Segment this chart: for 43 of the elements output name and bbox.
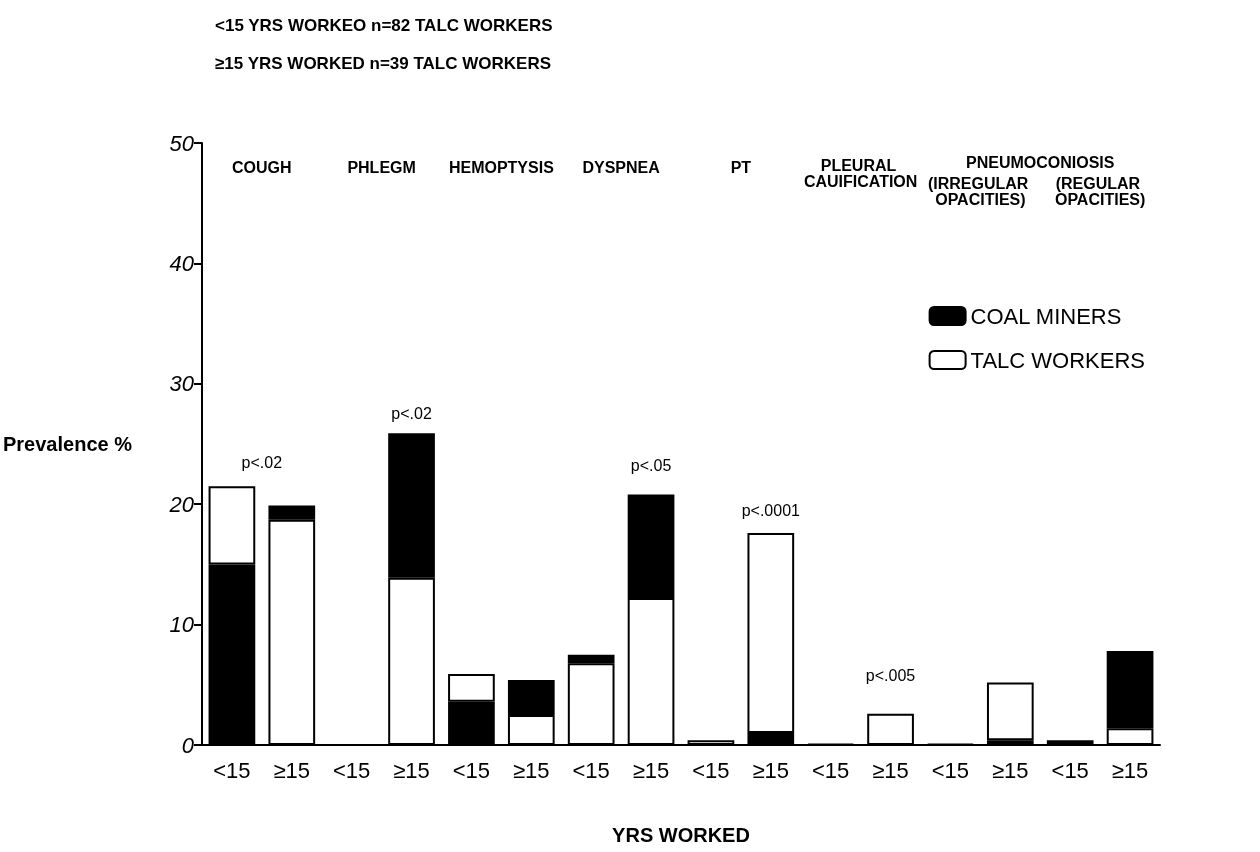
y-tick-label: 0 (181, 732, 195, 758)
annotation: p<.02 (241, 453, 283, 471)
bar (986, 682, 1034, 741)
y-tick-label: 40 (169, 250, 195, 276)
annotation: DYSPNEA (582, 158, 661, 176)
annotation: PLEURAL CAUIFICATION (803, 156, 918, 190)
annotation: HEMOPTYSIS (448, 158, 555, 176)
annotation: p<.005 (865, 666, 916, 684)
annotation: p<.05 (630, 457, 672, 475)
x-tick-label: <15 (333, 757, 371, 783)
chart-title: <15 YRS WORKEO n=82 TALC WORKERS (215, 16, 553, 35)
annotation: PT (730, 158, 752, 176)
x-tick-label: ≥15 (752, 757, 790, 783)
x-tick-label: <15 (1051, 757, 1089, 783)
x-tick-label: <15 (931, 757, 970, 783)
x-tick-label: <15 (692, 757, 730, 783)
x-tick-label: ≥15 (872, 757, 909, 783)
x-tick-label: ≥15 (632, 757, 670, 783)
x-tick-label: ≥15 (513, 757, 550, 783)
x-tick-label: ≥15 (1111, 757, 1149, 783)
x-tick-label: <15 (572, 757, 610, 783)
x-axis-title: YRS WORKED (612, 824, 750, 846)
annotation: COUGH (232, 158, 292, 176)
y-tick-label: 30 (169, 371, 195, 397)
annotation: PNEUMOCONIOSIS (966, 153, 1115, 171)
y-tick-label: 10 (169, 612, 195, 638)
y-tick-label: 20 (168, 491, 195, 517)
legend-label: COAL MINERS (970, 303, 1122, 329)
x-tick-label: <15 (452, 757, 491, 783)
x-tick-label: <15 (812, 757, 850, 783)
annotation: (REGULAR OPACITIES) (1054, 174, 1146, 208)
y-tick-label: 50 (169, 130, 195, 156)
annotation: p<.0001 (741, 501, 801, 519)
chart-subtitle: ≥15 YRS WORKED n=39 TALC WORKERS (215, 54, 551, 73)
y-axis-title: Prevalence % (2, 433, 133, 455)
annotation: PHLEGM (347, 158, 416, 176)
annotation: p<.02 (391, 405, 432, 423)
x-tick-label: ≥15 (992, 757, 1029, 783)
x-tick-label: ≥15 (393, 757, 430, 783)
annotation: (IRREGULAR OPACITIES) (927, 174, 1033, 208)
x-tick-label: ≥15 (273, 757, 311, 783)
legend-label: TALC WORKERS (970, 347, 1145, 373)
x-tick-label: <15 (213, 757, 251, 783)
